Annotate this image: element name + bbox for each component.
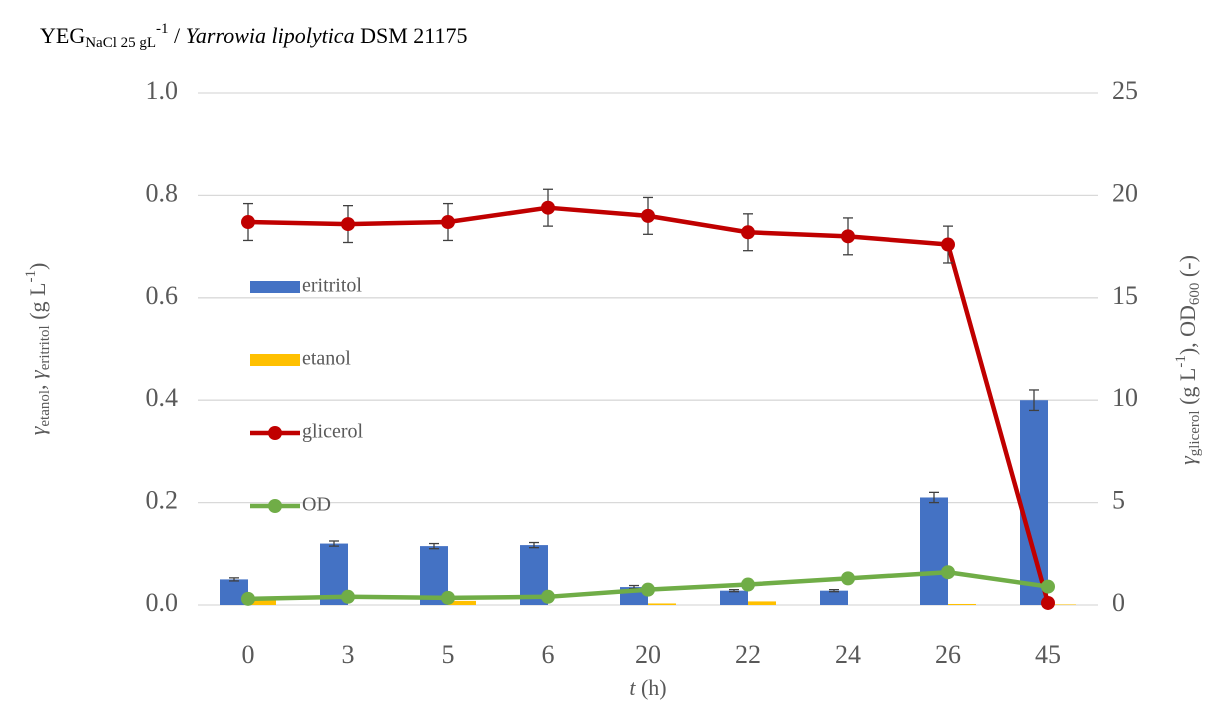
x-tick-label: 22 — [735, 640, 761, 669]
x-tick-label: 0 — [242, 640, 255, 669]
x-tick-label: 26 — [935, 640, 961, 669]
x-tick-label: 5 — [442, 640, 455, 669]
y-tick-label: 0.6 — [146, 281, 179, 310]
marker — [341, 217, 355, 232]
legend-label: glicerol — [302, 421, 364, 443]
bar — [648, 603, 676, 605]
x-axis-label: t (h) — [629, 675, 666, 700]
y-tick-label: 0.4 — [146, 383, 179, 412]
marker — [741, 225, 755, 240]
marker — [541, 589, 555, 604]
x-tick-label: 45 — [1035, 640, 1061, 669]
legend-label: eritritol — [302, 275, 362, 297]
legend-swatch — [250, 354, 300, 366]
y-tick-label: 1.0 — [146, 76, 179, 105]
y-tick-label: 0.8 — [146, 178, 179, 207]
legend-label: OD — [302, 494, 331, 516]
x-tick-label: 24 — [835, 640, 861, 669]
bar — [920, 497, 948, 605]
bar — [1020, 400, 1048, 605]
marker — [641, 582, 655, 597]
bar — [948, 603, 976, 605]
legend-label: etanol — [302, 348, 351, 370]
marker — [741, 577, 755, 592]
legend-swatch — [268, 426, 282, 440]
marker — [541, 200, 555, 215]
marker — [1041, 595, 1055, 610]
marker — [641, 208, 655, 223]
y2-tick-label: 5 — [1112, 486, 1125, 515]
marker — [941, 565, 955, 580]
marker — [241, 591, 255, 606]
y-tick-label: 0.0 — [146, 588, 179, 617]
y-tick-label: 0.2 — [146, 486, 179, 515]
marker — [1041, 579, 1055, 594]
y2-tick-label: 20 — [1112, 178, 1138, 207]
marker — [341, 589, 355, 604]
x-tick-label: 6 — [542, 640, 555, 669]
bar — [720, 590, 748, 605]
y-axis-label: γetanol, γeritritol (g L-1) — [23, 263, 53, 436]
bar — [820, 590, 848, 605]
marker — [441, 215, 455, 230]
x-tick-label: 3 — [342, 640, 355, 669]
x-tick-label: 20 — [635, 640, 661, 669]
marker — [841, 571, 855, 586]
bar — [748, 601, 776, 605]
marker — [441, 590, 455, 605]
marker — [241, 215, 255, 230]
bar — [1048, 604, 1076, 605]
legend-swatch — [268, 499, 282, 513]
legend-swatch — [250, 281, 300, 293]
y2-tick-label: 0 — [1112, 588, 1125, 617]
bar — [448, 600, 476, 605]
y2-tick-label: 15 — [1112, 281, 1138, 310]
y2-axis-label: γglicerol (g L-1), OD600 (-) — [1173, 255, 1203, 465]
y2-tick-label: 25 — [1112, 76, 1138, 105]
y2-tick-label: 10 — [1112, 383, 1138, 412]
bar — [248, 597, 276, 605]
marker — [841, 229, 855, 244]
marker — [941, 237, 955, 252]
chart-title: YEGNaCl 25 gL-1 / Yarrowia lipolytica DS… — [40, 21, 467, 51]
